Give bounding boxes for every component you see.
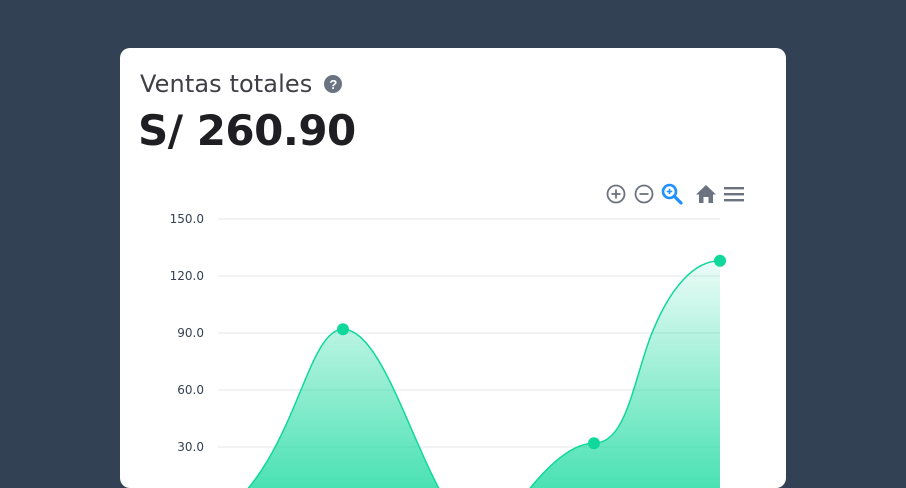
chart-toolbar [604,182,746,206]
y-tick-label: 120.0 [170,269,204,283]
data-point[interactable] [588,437,600,450]
y-tick-label: 30.0 [177,440,204,454]
y-tick-label: 150.0 [170,212,204,226]
zoom-in-icon[interactable] [604,182,628,206]
sales-card: Ventas totales ? S/ 260.90 [120,48,786,488]
y-axis: 150.0 120.0 90.0 60.0 30.0 [170,212,204,454]
data-points [337,254,726,450]
sales-area-chart: 150.0 120.0 90.0 60.0 30.0 [170,212,726,488]
data-point[interactable] [337,323,349,336]
help-icon[interactable]: ? [324,75,343,93]
total-sales-value: S/ 260.90 [138,106,356,155]
zoom-out-icon[interactable] [632,182,656,206]
sales-line [247,260,721,488]
card-header: Ventas totales ? [140,70,343,98]
card-title: Ventas totales [140,70,313,98]
data-point[interactable] [714,254,726,267]
home-icon[interactable] [694,182,718,206]
y-tick-label: 60.0 [177,383,204,397]
selection-zoom-icon[interactable] [660,182,684,206]
menu-icon[interactable] [722,182,746,206]
y-tick-label: 90.0 [177,326,204,340]
sales-area [248,260,720,488]
